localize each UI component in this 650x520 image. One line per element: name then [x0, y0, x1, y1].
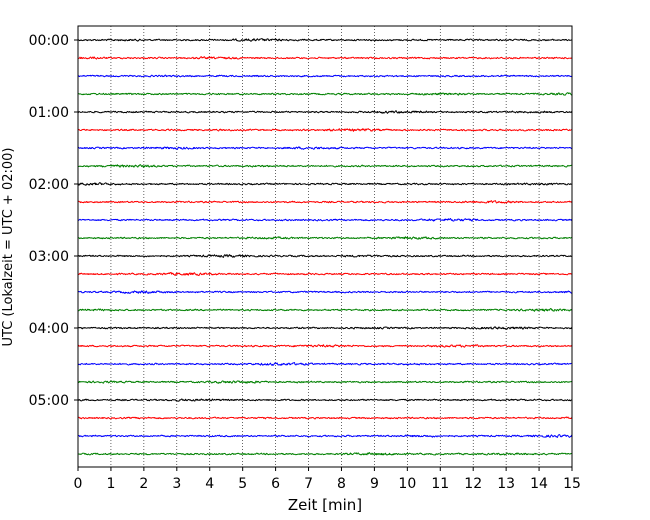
trace-17	[77, 344, 573, 348]
trace-8	[77, 182, 573, 186]
y-axis-label: UTC (Lokalzeit = UTC + 02:00)	[1, 148, 16, 347]
x-axis-ticks: 0 1 2 3 4 5 6 7 8 9 10 11 12 13 14 15	[74, 467, 581, 492]
trace-14	[77, 290, 573, 294]
trace-1	[77, 56, 573, 60]
trace-9	[77, 200, 573, 204]
y-tick-3: 03:00	[29, 249, 69, 265]
trace-5	[77, 128, 573, 132]
trace-22	[77, 434, 573, 438]
x-tick-1: 1	[106, 476, 115, 492]
x-tick-6: 6	[271, 476, 280, 492]
trace-19	[77, 380, 573, 384]
trace-7	[77, 164, 573, 168]
trace-10	[77, 217, 573, 222]
x-tick-15: 15	[563, 476, 581, 492]
x-tick-14: 14	[530, 476, 548, 492]
x-tick-8: 8	[337, 476, 346, 492]
trace-21	[77, 416, 573, 420]
x-tick-12: 12	[464, 476, 482, 492]
trace-13	[77, 271, 573, 277]
plot-frame	[77, 25, 573, 468]
trace-3	[77, 92, 573, 96]
x-axis-label: Zeit [min]	[288, 496, 362, 514]
trace-16	[77, 326, 573, 330]
x-tick-0: 0	[74, 476, 83, 492]
trace-4	[77, 110, 573, 114]
plot-area	[78, 26, 572, 467]
trace-6	[77, 146, 573, 150]
x-tick-7: 7	[304, 476, 313, 492]
trace-0	[77, 38, 573, 42]
y-tick-4: 04:00	[29, 321, 69, 337]
x-tick-5: 5	[238, 476, 247, 492]
x-tick-3: 3	[172, 476, 181, 492]
trace-2	[77, 74, 573, 78]
x-tick-2: 2	[139, 476, 148, 492]
y-axis-ticks: 00:00 01:00 02:00 03:00 04:00 05:00	[29, 33, 78, 409]
trace-23	[77, 452, 573, 456]
trace-20	[77, 398, 573, 402]
x-tick-13: 13	[497, 476, 515, 492]
y-tick-2: 02:00	[29, 177, 69, 193]
trace-12	[77, 254, 573, 258]
trace-11	[77, 236, 573, 240]
x-tick-10: 10	[398, 476, 416, 492]
traces	[77, 38, 573, 456]
x-tick-9: 9	[370, 476, 379, 492]
y-tick-1: 01:00	[29, 105, 69, 121]
y-tick-0: 00:00	[29, 33, 69, 49]
trace-18	[77, 362, 573, 366]
x-tick-4: 4	[205, 476, 214, 492]
x-tick-11: 11	[431, 476, 449, 492]
trace-15	[77, 308, 573, 312]
y-tick-5: 05:00	[29, 393, 69, 409]
